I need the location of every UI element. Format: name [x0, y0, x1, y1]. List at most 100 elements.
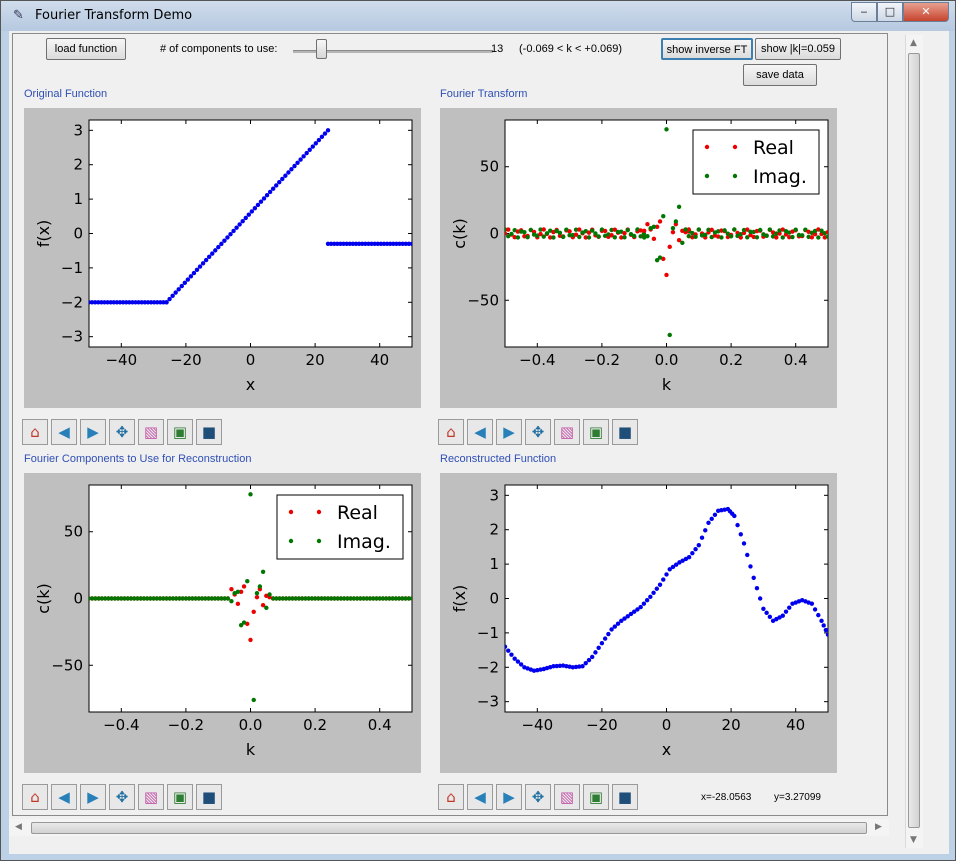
- data-point: [548, 235, 553, 240]
- x-tick-label: 40: [370, 351, 389, 369]
- pan-icon: ✥: [531, 788, 545, 806]
- data-point: [299, 596, 305, 601]
- data-point: [225, 596, 231, 601]
- vertical-scroll-thumb[interactable]: [908, 53, 920, 828]
- components-slider-thumb[interactable]: [316, 39, 327, 59]
- toolbar-original: ⌂ ◀ ▶ ✥ ▧ ▣ ■: [22, 419, 222, 447]
- forward-button[interactable]: ▶: [80, 784, 106, 810]
- forward-icon: ▶: [87, 423, 99, 441]
- data-point: [148, 300, 154, 305]
- zoom-button[interactable]: ▧: [138, 419, 164, 445]
- configure-subplots-button[interactable]: ▣: [167, 784, 193, 810]
- show-k-button[interactable]: show |k|=0.059: [755, 38, 841, 60]
- home-button[interactable]: ⌂: [22, 419, 48, 445]
- zoom-icon: ▧: [559, 423, 575, 441]
- scroll-down-icon[interactable]: ▼: [910, 835, 917, 845]
- save-button[interactable]: ■: [612, 419, 638, 445]
- forward-button[interactable]: ▶: [496, 784, 522, 810]
- configure-subplots-button[interactable]: ▣: [167, 419, 193, 445]
- save-button[interactable]: ■: [196, 419, 222, 445]
- zoom-button[interactable]: ▧: [554, 419, 580, 445]
- reconstructed-plot[interactable]: −40 −20 0 20 40 −3 −2 −1 0 1 2 3 x f(x): [440, 473, 837, 773]
- fourier-transform-title: Fourier Transform: [440, 88, 528, 100]
- data-point: [793, 227, 798, 232]
- components-plot[interactable]: −0.4 −0.2 0.0 0.2 0.4 −50 0 50 k c(k) Real Imag.: [24, 473, 421, 773]
- data-point: [551, 664, 556, 669]
- x-tick-label: −40: [105, 351, 137, 369]
- data-point: [193, 596, 198, 601]
- data-point: [393, 596, 399, 601]
- back-button[interactable]: ◀: [51, 419, 77, 445]
- data-point: [194, 267, 200, 273]
- forward-button[interactable]: ▶: [496, 419, 522, 445]
- configure-subplots-button[interactable]: ▣: [583, 784, 609, 810]
- horizontal-scrollbar[interactable]: ◀ ▶: [9, 819, 889, 836]
- forward-icon: ▶: [87, 788, 99, 806]
- home-button[interactable]: ⌂: [438, 784, 464, 810]
- configure-subplots-button[interactable]: ▣: [583, 419, 609, 445]
- home-button[interactable]: ⌂: [22, 784, 48, 810]
- data-point: [397, 241, 402, 247]
- data-point: [654, 586, 660, 591]
- zoom-button[interactable]: ▧: [554, 784, 580, 810]
- horizontal-scroll-thumb[interactable]: [31, 822, 867, 834]
- y-tick-label: 0: [73, 590, 83, 608]
- fourier-transform-plot[interactable]: −0.4 −0.2 0.0 0.2 0.4 −50 0 50 k c(k) Real Imag.: [440, 108, 837, 408]
- data-point: [777, 231, 782, 236]
- data-point: [369, 241, 374, 247]
- data-point: [777, 615, 782, 620]
- save-data-button[interactable]: save data: [743, 64, 817, 86]
- show-inverse-ft-button[interactable]: show inverse FT: [661, 38, 753, 60]
- vertical-scrollbar[interactable]: ▲ ▼: [905, 35, 923, 848]
- zoom-button[interactable]: ▧: [138, 784, 164, 810]
- save-button[interactable]: ■: [196, 784, 222, 810]
- x-tick-label: −20: [170, 351, 202, 369]
- home-button[interactable]: ⌂: [438, 419, 464, 445]
- data-point: [657, 255, 663, 260]
- back-button[interactable]: ◀: [467, 784, 493, 810]
- back-icon: ◀: [58, 423, 70, 441]
- scroll-up-icon[interactable]: ▲: [910, 38, 917, 48]
- data-point: [676, 237, 682, 243]
- pan-button[interactable]: ✥: [525, 419, 551, 445]
- minimize-button[interactable]: ‒: [851, 2, 877, 22]
- legend-marker: [316, 509, 322, 515]
- data-point: [270, 596, 276, 601]
- pan-icon: ✥: [531, 423, 545, 441]
- data-point: [213, 248, 218, 253]
- data-point: [322, 596, 327, 601]
- y-axis-label: f(x): [34, 220, 53, 248]
- close-button[interactable]: ✕: [903, 2, 949, 22]
- original-function-plot[interactable]: −40 −20 0 20 40 −3 −2 −1 0 1 2 3 x f(x): [24, 108, 421, 408]
- data-point: [690, 551, 695, 556]
- scroll-right-icon[interactable]: ▶: [875, 822, 882, 832]
- k-range-label: (-0.069 < k < +0.069): [519, 43, 623, 55]
- data-point: [151, 596, 156, 601]
- save-button[interactable]: ■: [612, 784, 638, 810]
- back-button[interactable]: ◀: [51, 784, 77, 810]
- back-button[interactable]: ◀: [467, 419, 493, 445]
- pan-button[interactable]: ✥: [109, 419, 135, 445]
- data-point: [235, 601, 241, 607]
- y-tick-label: 50: [480, 158, 499, 176]
- maximize-button[interactable]: □: [877, 2, 903, 22]
- scroll-left-icon[interactable]: ◀: [15, 822, 22, 832]
- forward-button[interactable]: ▶: [80, 419, 106, 445]
- pan-button[interactable]: ✥: [525, 784, 551, 810]
- y-axis-label: f(x): [450, 585, 469, 613]
- configure-subplots-icon: ▣: [588, 788, 604, 806]
- pan-button[interactable]: ✥: [109, 784, 135, 810]
- components-slider-track[interactable]: [293, 50, 493, 53]
- data-point: [358, 596, 363, 601]
- data-point: [821, 623, 826, 628]
- data-point: [96, 596, 101, 601]
- load-function-button[interactable]: load function: [46, 38, 126, 60]
- original-function-chart: −40 −20 0 20 40 −3 −2 −1 0 1 2 3 x f(x): [34, 119, 413, 394]
- data-point: [354, 596, 360, 601]
- data-point: [625, 227, 630, 233]
- data-point: [748, 229, 753, 234]
- title-bar[interactable]: ✎ Fourier Transform Demo ‒ □ ✕: [1, 1, 955, 31]
- data-point: [274, 183, 279, 188]
- data-point: [120, 300, 126, 305]
- data-point: [719, 228, 724, 233]
